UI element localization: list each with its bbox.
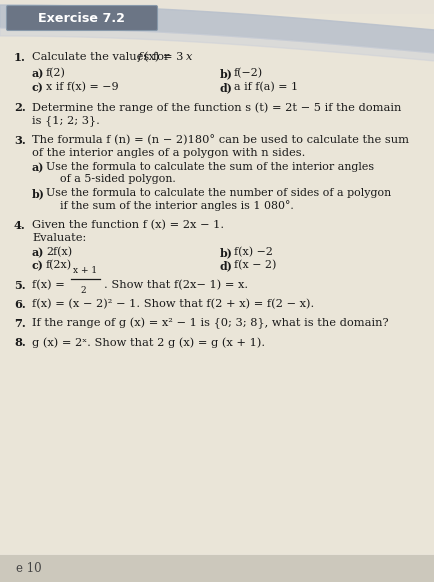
Text: 6.: 6. <box>14 299 26 310</box>
Text: b): b) <box>220 68 232 79</box>
Text: d): d) <box>220 260 232 271</box>
Text: x: x <box>186 52 192 62</box>
Text: is {1; 2; 3}.: is {1; 2; 3}. <box>32 115 100 126</box>
Text: x + 1: x + 1 <box>73 266 97 275</box>
Text: 5.: 5. <box>14 280 26 291</box>
Text: b): b) <box>220 247 232 258</box>
Text: a): a) <box>32 162 44 173</box>
Text: 4.: 4. <box>14 220 26 231</box>
Text: f(2): f(2) <box>46 68 66 79</box>
Text: d): d) <box>220 82 232 93</box>
Text: The formula f (n) = (n − 2)180° can be used to calculate the sum: The formula f (n) = (n − 2)180° can be u… <box>32 135 408 146</box>
Text: f(x) = (x − 2)² − 1. Show that f(2 + x) = f(2 − x).: f(x) = (x − 2)² − 1. Show that f(2 + x) … <box>32 299 313 309</box>
Text: Use the formula to calculate the number of sides of a polygon: Use the formula to calculate the number … <box>46 188 390 198</box>
Text: Calculate the values for: Calculate the values for <box>32 52 173 62</box>
Text: f(−2): f(−2) <box>233 68 263 79</box>
Text: (x) = 3: (x) = 3 <box>144 52 183 62</box>
Text: a): a) <box>32 247 44 258</box>
Text: f(x) −2: f(x) −2 <box>233 247 272 257</box>
Bar <box>0 555 434 582</box>
Text: 7.: 7. <box>14 318 26 329</box>
Text: Given the function f (x) = 2x − 1.: Given the function f (x) = 2x − 1. <box>32 220 224 230</box>
Text: . Show that f(2x− 1) = x.: . Show that f(2x− 1) = x. <box>104 280 247 290</box>
Text: of the interior angles of a polygon with n sides.: of the interior angles of a polygon with… <box>32 148 305 158</box>
Text: c): c) <box>32 260 44 271</box>
Text: a if f(a) = 1: a if f(a) = 1 <box>233 82 297 93</box>
Text: 2f(x): 2f(x) <box>46 247 72 257</box>
FancyBboxPatch shape <box>0 14 434 554</box>
Text: 8.: 8. <box>14 337 26 348</box>
Text: If the range of g (x) = x² − 1 is {0; 3; 8}, what is the domain?: If the range of g (x) = x² − 1 is {0; 3;… <box>32 318 388 329</box>
Text: c): c) <box>32 82 44 93</box>
Text: 1.: 1. <box>14 52 26 63</box>
FancyBboxPatch shape <box>7 5 157 30</box>
Text: 3.: 3. <box>14 135 26 146</box>
Text: f: f <box>138 52 142 62</box>
Text: Evaluate:: Evaluate: <box>32 233 86 243</box>
Text: e 10: e 10 <box>16 562 42 575</box>
Text: x if f(x) = −9: x if f(x) = −9 <box>46 82 118 93</box>
Text: f(x) =: f(x) = <box>32 280 65 290</box>
Text: 2.: 2. <box>14 102 26 113</box>
Text: if the sum of the interior angles is 1 080°.: if the sum of the interior angles is 1 0… <box>60 200 293 211</box>
Text: f(2x): f(2x) <box>46 260 72 270</box>
Text: Exercise 7.2: Exercise 7.2 <box>39 12 125 24</box>
Text: f(x − 2): f(x − 2) <box>233 260 276 270</box>
Text: Use the formula to calculate the sum of the interior angles: Use the formula to calculate the sum of … <box>46 162 373 172</box>
Text: 2: 2 <box>80 286 85 295</box>
Text: Determine the range of the function s (t) = 2t − 5 if the domain: Determine the range of the function s (t… <box>32 102 401 112</box>
Text: of a 5-sided polygon.: of a 5-sided polygon. <box>60 174 175 184</box>
Text: b): b) <box>32 188 45 199</box>
Text: a): a) <box>32 68 44 79</box>
Text: g (x) = 2ˣ. Show that 2 g (x) = g (x + 1).: g (x) = 2ˣ. Show that 2 g (x) = g (x + 1… <box>32 337 264 347</box>
